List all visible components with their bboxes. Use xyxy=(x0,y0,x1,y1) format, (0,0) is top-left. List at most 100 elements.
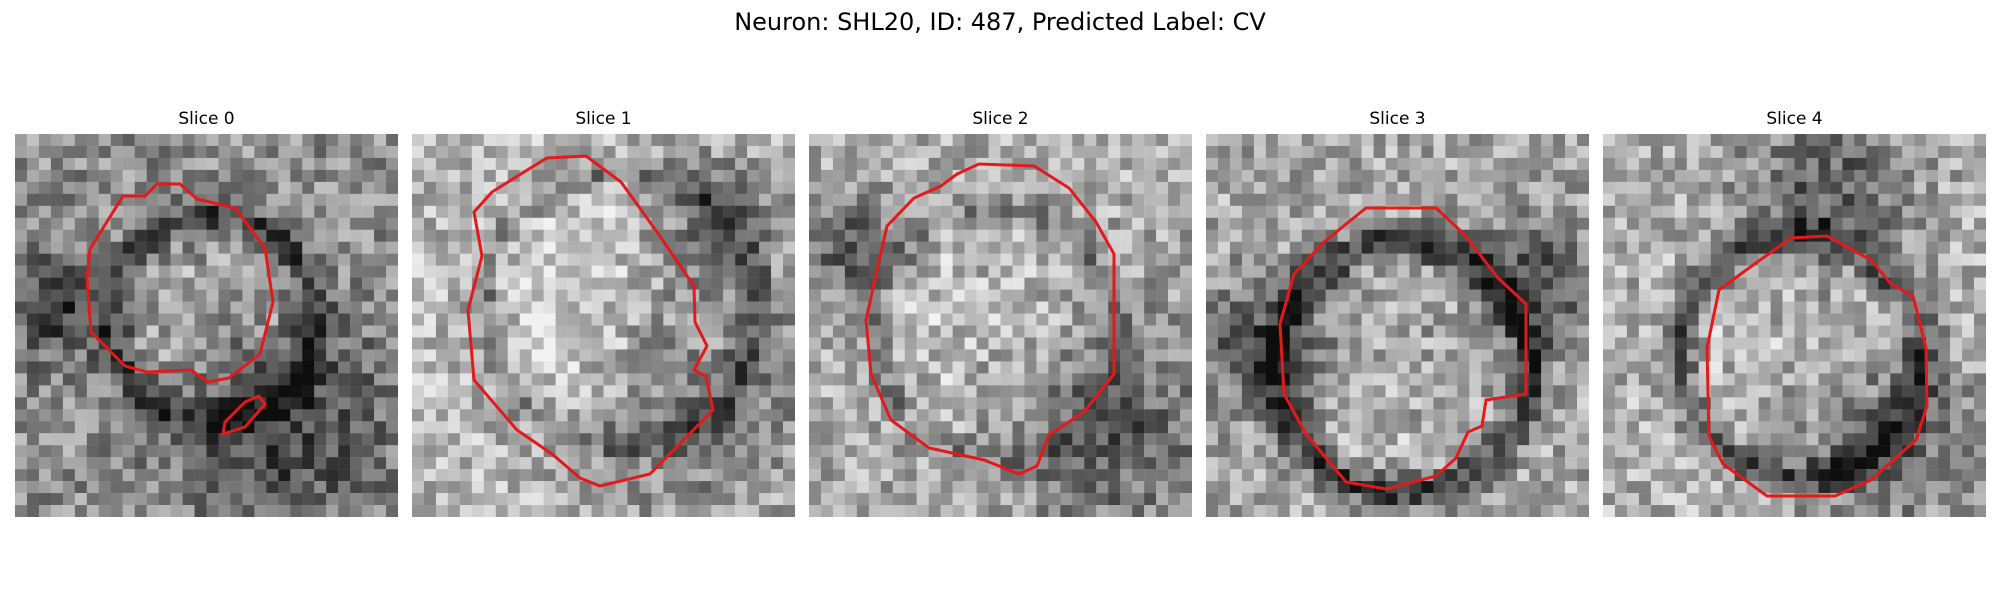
pixel-cell xyxy=(1457,265,1470,278)
pixel-cell xyxy=(1577,385,1589,398)
pixel-cell xyxy=(711,457,724,470)
pixel-cell xyxy=(1565,301,1578,314)
pixel-cell xyxy=(711,241,724,254)
pixel-cell xyxy=(1806,337,1819,350)
pixel-cell xyxy=(1505,421,1518,434)
pixel-cell xyxy=(1036,325,1049,338)
pixel-cell xyxy=(820,205,834,218)
pixel-cell xyxy=(1361,289,1374,302)
pixel-cell xyxy=(1337,493,1350,506)
pixel-cell xyxy=(952,361,965,374)
pixel-cell xyxy=(1926,313,1939,326)
pixel-cell xyxy=(627,505,640,517)
pixel-cell xyxy=(1926,134,1939,147)
pixel-cell xyxy=(326,265,339,278)
pixel-cell xyxy=(15,409,28,422)
pixel-cell xyxy=(735,157,748,171)
pixel-cell xyxy=(711,421,724,434)
pixel-cell xyxy=(1421,277,1434,290)
pixel-cell xyxy=(1325,193,1338,207)
pixel-cell xyxy=(1241,493,1255,506)
pixel-cell xyxy=(1722,229,1735,242)
pixel-cell xyxy=(1206,445,1219,458)
pixel-cell xyxy=(579,337,592,350)
pixel-cell xyxy=(254,205,267,218)
pixel-cell xyxy=(1000,277,1013,290)
pixel-cell xyxy=(206,229,219,242)
pixel-cell xyxy=(519,301,532,314)
pixel-cell xyxy=(820,265,834,278)
pixel-cell xyxy=(615,409,628,422)
pixel-cell xyxy=(555,229,568,242)
pixel-cell xyxy=(916,181,929,195)
pixel-cell xyxy=(1962,169,1975,183)
pixel-cell xyxy=(447,301,461,314)
pixel-cell xyxy=(1409,229,1422,242)
pixel-cell xyxy=(1974,217,1986,230)
pixel-cell xyxy=(1385,145,1398,159)
pixel-cell xyxy=(483,169,496,183)
pixel-cell xyxy=(1722,217,1735,230)
pixel-cell xyxy=(1662,169,1676,183)
pixel-cell xyxy=(627,325,640,338)
pixel-cell xyxy=(832,505,846,517)
pixel-cell xyxy=(1373,373,1386,386)
pixel-cell xyxy=(1565,421,1578,434)
pixel-cell xyxy=(1132,361,1145,374)
pixel-cell xyxy=(976,469,989,482)
pixel-cell xyxy=(543,277,556,290)
pixel-cell xyxy=(1421,325,1434,338)
pixel-cell xyxy=(1638,253,1652,266)
pixel-cell xyxy=(98,289,111,302)
pixel-cell xyxy=(639,493,652,506)
pixel-cell xyxy=(1782,289,1795,302)
pixel-cell xyxy=(940,265,953,278)
pixel-cell xyxy=(1108,385,1121,398)
pixel-cell xyxy=(86,385,99,398)
pixel-cell xyxy=(627,409,640,422)
pixel-cell xyxy=(242,205,255,218)
pixel-cell xyxy=(771,193,784,207)
pixel-cell xyxy=(1409,409,1422,422)
pixel-cell xyxy=(1614,229,1628,242)
pixel-cell xyxy=(182,397,195,410)
pixel-cell xyxy=(1433,253,1446,266)
pixel-cell xyxy=(386,301,398,314)
pixel-cell xyxy=(1012,505,1025,517)
pixel-cell xyxy=(1217,157,1231,171)
pixel-cell xyxy=(290,289,303,302)
pixel-cell xyxy=(50,481,64,494)
pixel-cell xyxy=(278,229,291,242)
pixel-cell xyxy=(471,469,485,482)
pixel-cell xyxy=(1289,397,1302,410)
pixel-cell xyxy=(122,265,135,278)
pixel-cell xyxy=(1758,397,1771,410)
pixel-cell xyxy=(1698,289,1711,302)
pixel-cell xyxy=(1722,445,1735,458)
pixel-cell xyxy=(1914,157,1927,171)
pixel-cell xyxy=(1962,289,1975,302)
pixel-cell xyxy=(663,469,676,482)
pixel-cell xyxy=(519,409,532,422)
pixel-cell xyxy=(326,301,339,314)
pixel-cell xyxy=(735,145,748,159)
pixel-cell xyxy=(1457,253,1470,266)
pixel-cell xyxy=(412,421,425,434)
pixel-cell xyxy=(1060,265,1073,278)
pixel-cell xyxy=(278,421,291,434)
pixel-cell xyxy=(1289,289,1302,302)
pixel-cell xyxy=(531,481,544,494)
pixel-cell xyxy=(964,217,977,230)
pixel-cell xyxy=(1722,157,1735,171)
pixel-cell xyxy=(1217,253,1231,266)
pixel-cell xyxy=(1024,433,1037,446)
pixel-cell xyxy=(1493,349,1506,362)
pixel-cell xyxy=(1120,445,1133,458)
pixel-cell xyxy=(1565,193,1578,207)
pixel-cell xyxy=(579,361,592,374)
pixel-cell xyxy=(663,433,676,446)
pixel-cell xyxy=(1710,134,1723,147)
pixel-cell xyxy=(771,313,784,326)
slice-1-grayscale-grid xyxy=(412,134,795,517)
pixel-cell xyxy=(170,421,183,434)
